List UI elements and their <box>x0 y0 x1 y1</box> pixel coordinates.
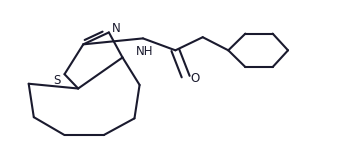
Text: O: O <box>191 72 200 85</box>
Text: N: N <box>112 22 121 35</box>
Text: NH: NH <box>136 45 153 58</box>
Text: S: S <box>53 74 61 87</box>
